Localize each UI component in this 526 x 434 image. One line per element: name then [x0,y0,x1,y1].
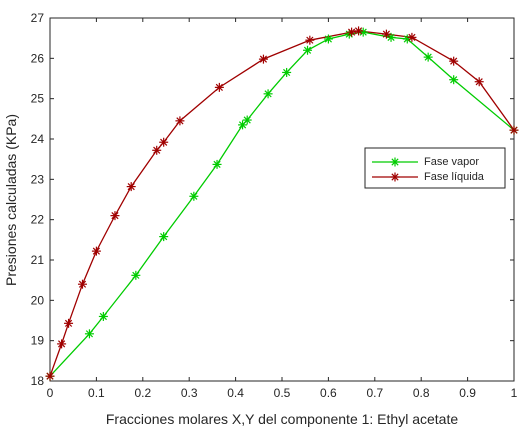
data-point-fase-liquida [64,318,74,328]
data-point-fase-liquida [57,339,67,349]
data-point-fase-vapor [282,67,292,77]
data-point-fase-liquida [407,32,417,42]
data-point-fase-vapor [386,32,396,42]
y-tick-label: 22 [31,213,45,227]
legend-marker-fase-vapor [390,157,400,167]
data-point-fase-vapor [84,329,94,339]
y-tick-label: 27 [31,11,45,25]
x-tick-label: 0.6 [320,386,337,400]
x-tick-label: 0.9 [459,386,476,400]
legend-label-fase-vapor: Fase vapor [424,156,479,168]
data-point-fase-liquida [45,371,55,381]
y-tick-label: 26 [31,51,45,65]
y-tick-label: 23 [31,172,45,186]
x-tick-label: 0.4 [227,386,244,400]
data-point-fase-liquida [354,26,364,36]
data-point-fase-liquida [509,125,519,135]
data-point-fase-liquida [305,35,315,45]
x-tick-label: 0.1 [88,386,105,400]
x-tick-label: 0 [47,386,54,400]
data-point-fase-liquida [159,137,169,147]
legend-label-fase-liquida: Fase líquida [424,171,485,183]
data-point-fase-liquida [347,27,357,37]
data-point-fase-vapor [242,115,252,125]
x-tick-label: 0.2 [134,386,151,400]
legend: Fase vapor Fase líquida [364,147,506,189]
legend-items [372,157,418,182]
y-tick-label: 21 [31,253,45,267]
x-axis-ticks: 0 0.1 0.2 0.3 0.4 0.5 0.6 0.7 0.8 0.9 1 [47,18,518,400]
data-point-fase-vapor [159,232,169,242]
y-tick-label: 19 [31,334,45,348]
data-point-fase-liquida [474,77,484,87]
legend-box [364,147,506,189]
y-axis-ticks: 18 19 20 21 22 23 24 25 26 27 [31,11,514,388]
x-tick-label: 0.3 [181,386,198,400]
data-point-fase-vapor [263,89,273,99]
data-point-fase-liquida [175,116,185,126]
x-tick-label: 1 [511,386,518,400]
data-point-fase-liquida [91,246,101,256]
y-tick-label: 24 [31,132,45,146]
y-tick-label: 25 [31,92,45,106]
x-tick-label: 0.7 [366,386,383,400]
data-point-fase-liquida [381,29,391,39]
x-axis-label: Fracciones molares X,Y del componente 1:… [106,411,458,427]
y-tick-label: 20 [31,293,45,307]
x-tick-label: 0.8 [413,386,430,400]
data-point-fase-liquida [152,145,162,155]
data-point-fase-liquida [126,182,136,192]
data-point-fase-liquida [214,82,224,92]
y-tick-label: 18 [31,374,45,388]
data-point-fase-vapor [303,45,313,55]
data-point-fase-vapor [423,52,433,62]
plot-area-frame [49,17,515,382]
data-point-fase-vapor [189,191,199,201]
data-point-fase-liquida [77,279,87,289]
data-point-fase-vapor [449,75,459,85]
y-axis-label: Presiones calculadas (KPa) [3,114,19,286]
data-point-fase-liquida [258,54,268,64]
data-point-fase-vapor [323,34,333,44]
data-point-fase-vapor [98,311,108,321]
data-point-fase-liquida [449,56,459,66]
legend-marker-fase-liquida [390,172,400,182]
data-point-fase-liquida [110,211,120,221]
series-markers [45,26,519,381]
data-point-fase-vapor [212,159,222,169]
data-point-fase-vapor [131,270,141,280]
x-tick-label: 0.5 [274,386,291,400]
